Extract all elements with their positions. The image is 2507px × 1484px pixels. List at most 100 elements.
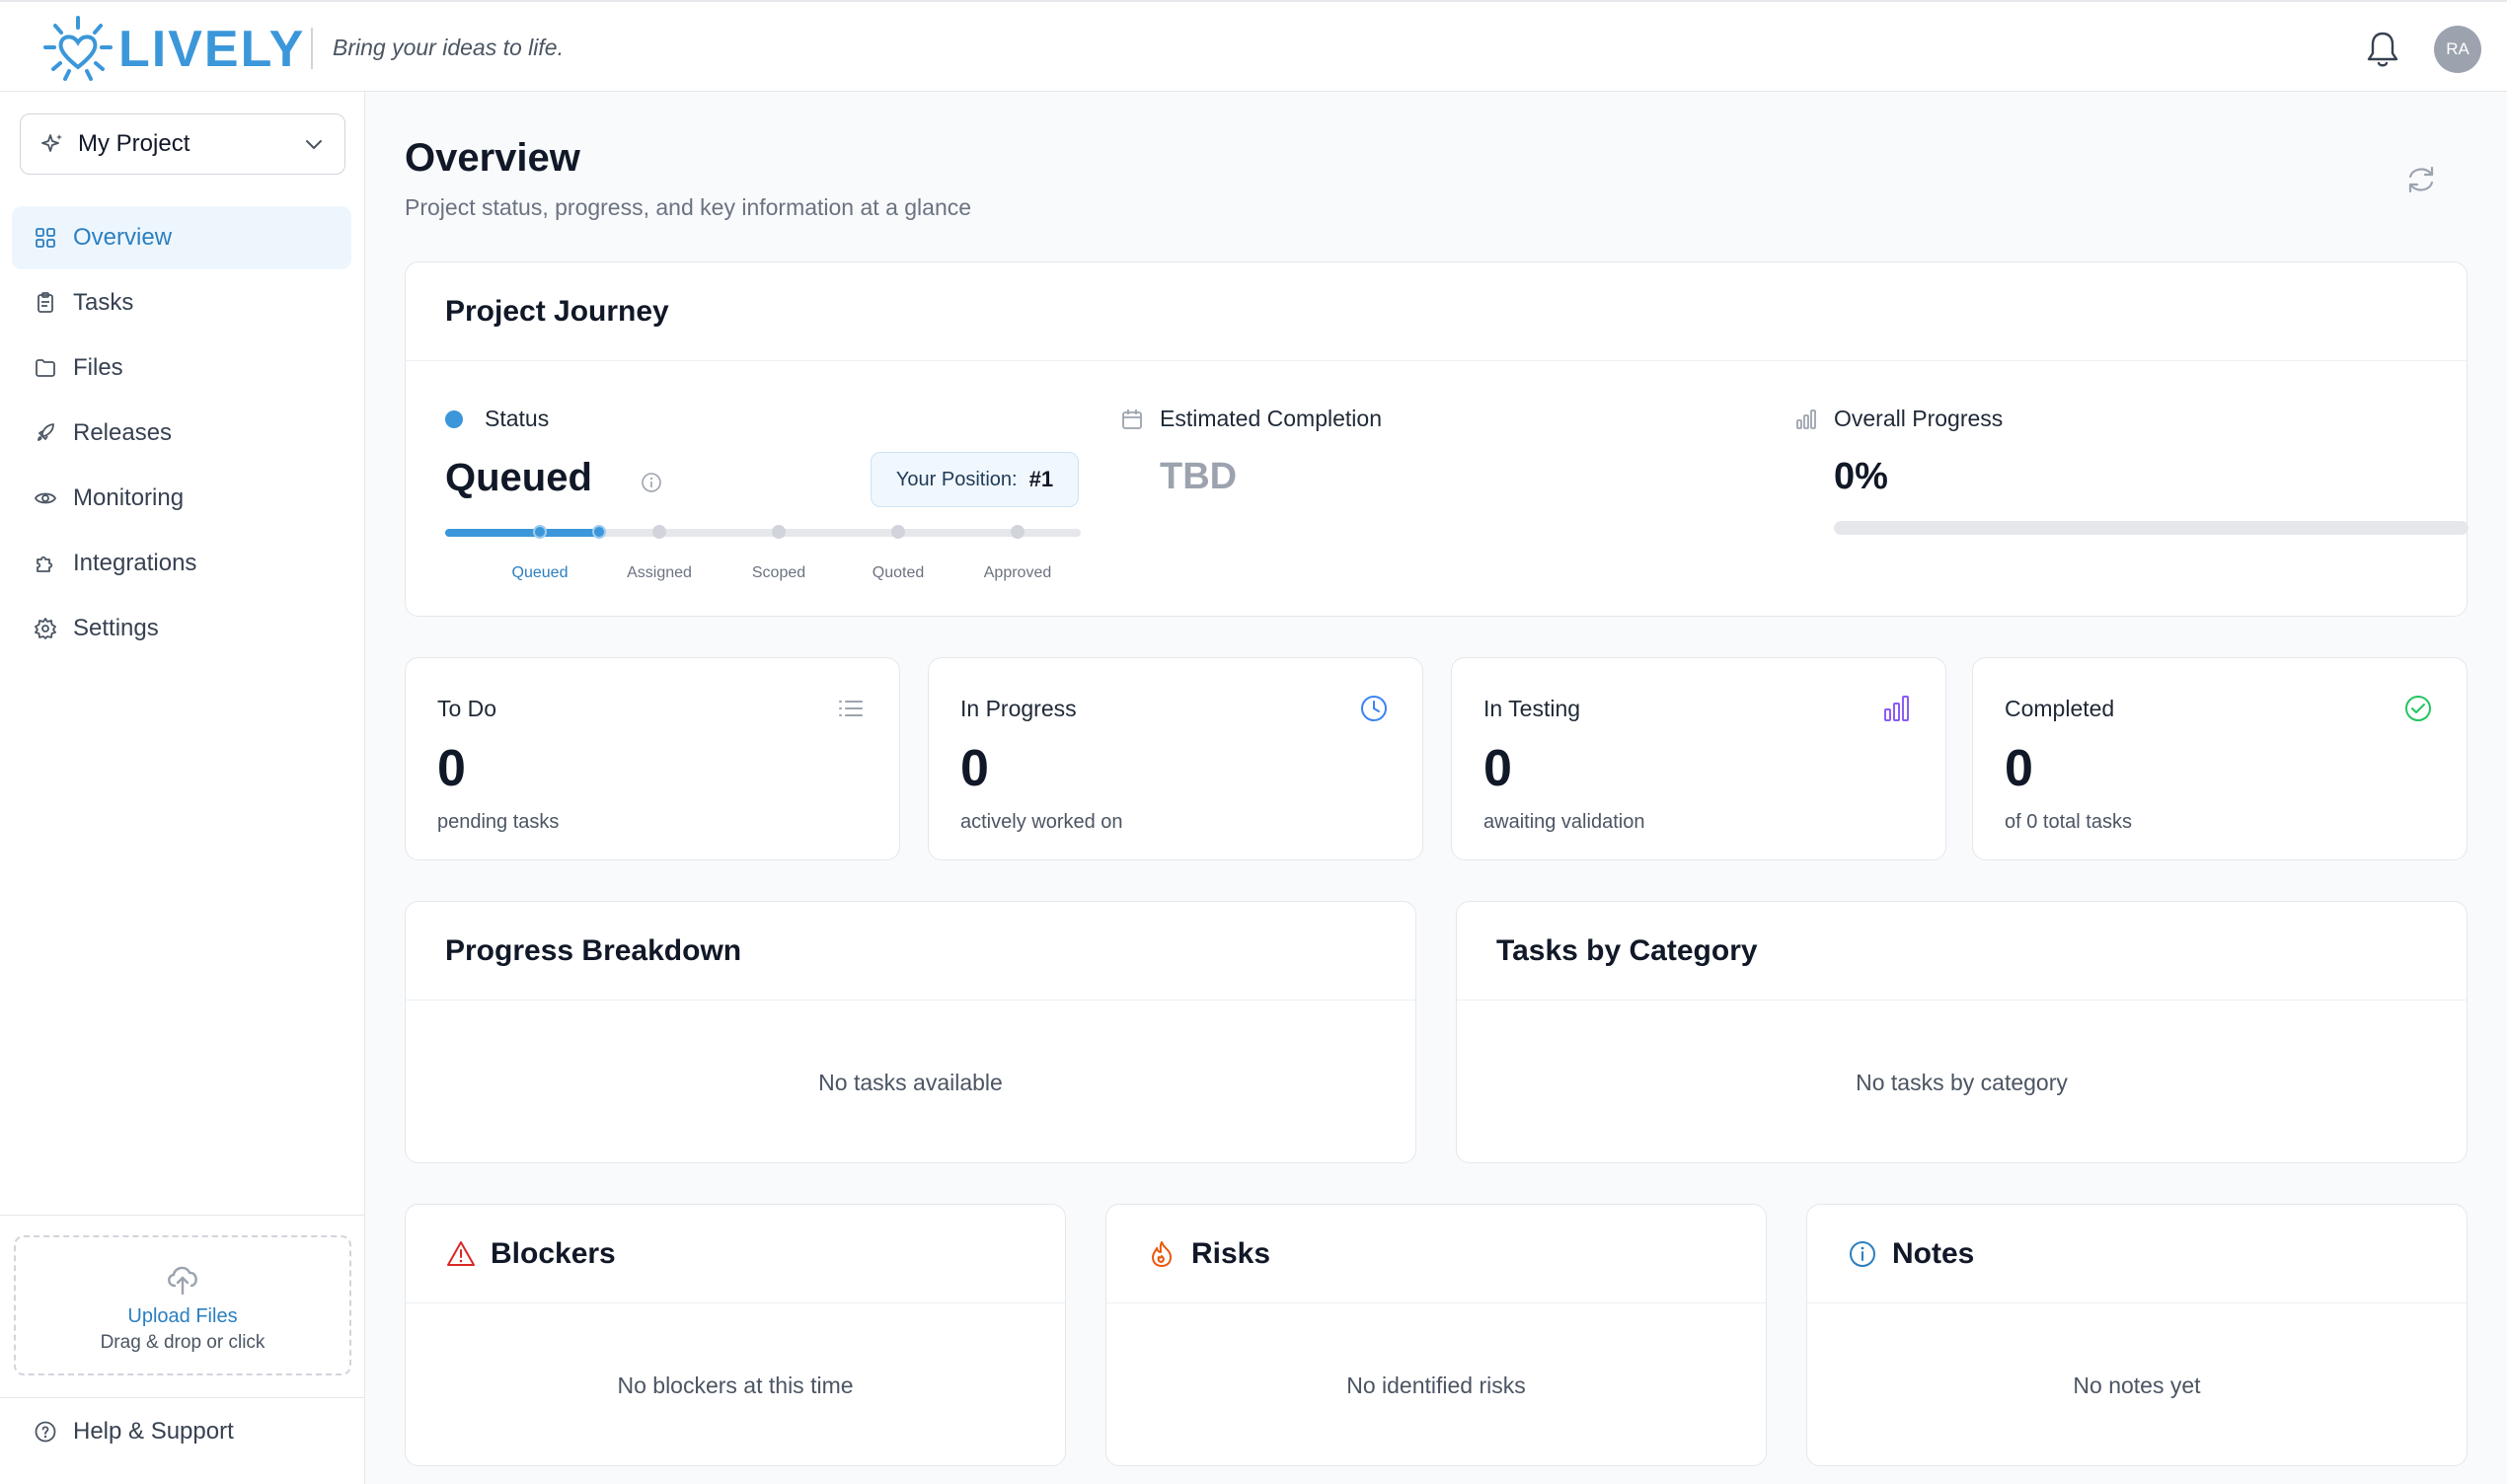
gear-icon bbox=[35, 618, 56, 639]
project-journey-card: Project Journey Status Queued Your Posit… bbox=[405, 261, 2469, 617]
divider bbox=[311, 28, 313, 69]
sidebar-item-files[interactable]: Files bbox=[12, 336, 351, 400]
stat-subtext: actively worked on bbox=[960, 811, 1123, 833]
card-title: Project Journey bbox=[445, 294, 669, 328]
sidebar-item-label: Settings bbox=[73, 615, 159, 641]
sidebar: My Project Overview Tasks Files Releases… bbox=[0, 92, 365, 1484]
sidebar-item-releases[interactable]: Releases bbox=[12, 402, 351, 465]
sidebar-item-label: Files bbox=[73, 354, 123, 381]
stat-card-in-testing[interactable]: In Testing 0 awaiting validation bbox=[1451, 657, 1946, 860]
journey-current-marker bbox=[592, 525, 606, 539]
stat-subtext: awaiting validation bbox=[1483, 811, 1645, 833]
help-label: Help & Support bbox=[73, 1418, 234, 1445]
grid-icon bbox=[36, 228, 55, 248]
flame-icon bbox=[1152, 1240, 1172, 1267]
empty-message: No tasks available bbox=[818, 1070, 1003, 1095]
stat-value: 0 bbox=[1483, 740, 1512, 797]
progress-label: Overall Progress bbox=[1834, 406, 2004, 431]
journey-step-dot bbox=[1011, 525, 1025, 539]
stat-value: 0 bbox=[960, 740, 989, 797]
empty-message: No notes yet bbox=[2073, 1373, 2201, 1398]
sidebar-item-integrations[interactable]: Integrations bbox=[12, 532, 351, 595]
status-value: Queued bbox=[445, 456, 592, 499]
blockers-card: Blockers No blockers at this time bbox=[405, 1204, 1066, 1466]
check-circle-icon bbox=[2405, 696, 2431, 721]
completion-label: Estimated Completion bbox=[1160, 406, 1382, 431]
completion-section: Estimated Completion bbox=[1120, 406, 1382, 432]
completion-value: TBD bbox=[1160, 456, 1238, 497]
journey-step-label: Quoted bbox=[872, 564, 925, 581]
help-circle-icon bbox=[35, 1421, 56, 1443]
card-header: Notes bbox=[1807, 1205, 2467, 1303]
tagline: Bring your ideas to life. bbox=[333, 35, 564, 60]
divider bbox=[0, 1397, 365, 1398]
eye-icon bbox=[34, 492, 57, 504]
sun-heart-logo-icon bbox=[43, 16, 113, 81]
info-circle-icon bbox=[1850, 1240, 1875, 1267]
sidebar-item-label: Releases bbox=[73, 419, 173, 446]
puzzle-icon bbox=[37, 556, 53, 572]
stat-label: To Do bbox=[437, 696, 497, 721]
overall-progress-bar bbox=[1834, 521, 2469, 535]
stat-card-completed[interactable]: Completed 0 of 0 total tasks bbox=[1972, 657, 2468, 860]
card-header: Blockers bbox=[406, 1205, 1065, 1303]
rocket-icon bbox=[38, 423, 54, 441]
upload-subtitle: Drag & drop or click bbox=[100, 1331, 266, 1353]
progress-section: Overall Progress bbox=[1794, 406, 2003, 432]
journey-step-dot bbox=[652, 525, 666, 539]
stat-value: 0 bbox=[437, 740, 466, 797]
bar-chart-icon bbox=[1796, 408, 1816, 429]
journey-track bbox=[445, 529, 1081, 537]
sidebar-item-label: Monitoring bbox=[73, 484, 185, 511]
card-title: Risks bbox=[1191, 1236, 1271, 1270]
sidebar-item-settings[interactable]: Settings bbox=[12, 597, 351, 660]
sidebar-item-monitoring[interactable]: Monitoring bbox=[12, 467, 351, 530]
brand-name: LIVELY bbox=[118, 21, 306, 78]
stat-subtext: pending tasks bbox=[437, 811, 560, 833]
project-selector[interactable]: My Project bbox=[20, 113, 345, 175]
stat-card-todo[interactable]: To Do 0 pending tasks bbox=[405, 657, 900, 860]
risks-card: Risks No identified risks bbox=[1105, 1204, 1767, 1466]
stat-value: 0 bbox=[2005, 740, 2033, 797]
stat-subtext: of 0 total tasks bbox=[2005, 811, 2132, 833]
top-bar: LIVELY Bring your ideas to life. RA bbox=[0, 0, 2507, 92]
card-title: Notes bbox=[1892, 1236, 1975, 1270]
warning-triangle-icon bbox=[447, 1240, 475, 1266]
main-content: Overview Project status, progress, and k… bbox=[365, 92, 2507, 1484]
info-icon[interactable] bbox=[641, 472, 662, 493]
folder-icon bbox=[36, 359, 55, 377]
bar-chart-icon bbox=[1884, 696, 1909, 721]
logo[interactable]: LIVELY bbox=[43, 16, 305, 83]
sidebar-item-overview[interactable]: Overview bbox=[12, 206, 351, 269]
status-dot bbox=[445, 409, 463, 428]
status-section: Status bbox=[445, 406, 549, 432]
journey-step-label: Assigned bbox=[627, 564, 692, 581]
sidebar-item-label: Tasks bbox=[73, 289, 134, 316]
card-title: Blockers bbox=[491, 1236, 616, 1270]
clock-icon bbox=[1361, 696, 1387, 721]
divider bbox=[0, 1215, 365, 1216]
upload-dropzone[interactable]: Upload Files Drag & drop or click bbox=[14, 1235, 351, 1375]
card-header: Tasks by Category bbox=[1457, 902, 2467, 1001]
page-subtitle: Project status, progress, and key inform… bbox=[405, 194, 972, 220]
queue-position-badge: Your Position: #1 bbox=[871, 452, 1079, 507]
empty-message: No tasks by category bbox=[1856, 1070, 2068, 1095]
journey-step-label: Queued bbox=[511, 564, 569, 581]
avatar[interactable]: RA bbox=[2434, 26, 2481, 73]
position-label: Your Position: bbox=[895, 468, 1018, 490]
sidebar-item-tasks[interactable]: Tasks bbox=[12, 271, 351, 334]
list-icon bbox=[839, 701, 863, 716]
stat-label: Completed bbox=[2005, 696, 2115, 721]
refresh-icon[interactable] bbox=[2404, 163, 2438, 196]
sidebar-item-label: Overview bbox=[73, 224, 173, 251]
progress-value: 0% bbox=[1834, 456, 1888, 497]
journey-step-label: Approved bbox=[983, 564, 1052, 581]
empty-message: No identified risks bbox=[1346, 1373, 1526, 1398]
help-support-link[interactable]: Help & Support bbox=[34, 1418, 234, 1446]
journey-track-fill bbox=[445, 529, 599, 537]
journey-step-dot bbox=[772, 525, 786, 539]
bell-icon[interactable] bbox=[2365, 30, 2400, 69]
stat-card-in-progress[interactable]: In Progress 0 actively worked on bbox=[928, 657, 1423, 860]
stat-label: In Testing bbox=[1483, 696, 1581, 721]
chevron-down-icon bbox=[306, 140, 322, 149]
